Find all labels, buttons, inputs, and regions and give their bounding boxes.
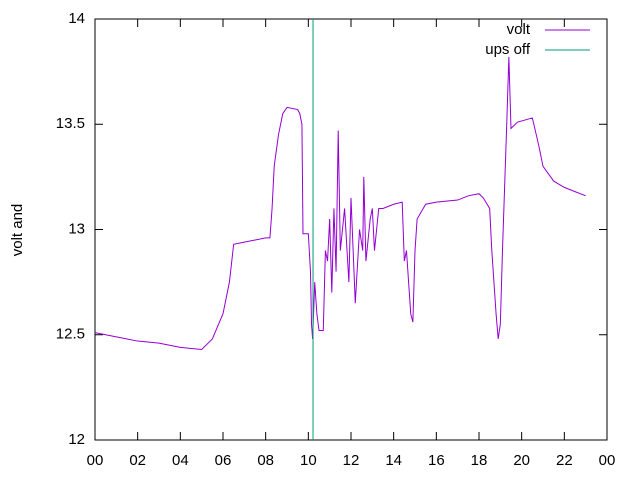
y-tick-label: 14 xyxy=(68,10,85,27)
legend-label: volt xyxy=(507,21,531,38)
x-tick-label: 22 xyxy=(556,452,573,469)
x-tick-label: 14 xyxy=(385,452,402,469)
x-tick-label: 06 xyxy=(215,452,232,469)
plot-frame xyxy=(94,18,608,441)
x-tick-label: 16 xyxy=(428,452,445,469)
legend-label: ups off xyxy=(485,41,531,58)
y-tick-label: 13 xyxy=(68,220,85,237)
y-tick-label: 12 xyxy=(68,431,85,448)
x-tick-label: 10 xyxy=(300,452,317,469)
y-axis-label: volt and xyxy=(9,204,26,257)
x-tick-label: 08 xyxy=(257,452,274,469)
data-line xyxy=(94,56,586,351)
y-tick-label: 13.5 xyxy=(56,115,85,132)
x-tick-label: 12 xyxy=(343,452,360,469)
y-tick-label: 12.5 xyxy=(56,326,85,343)
x-tick-label: 00 xyxy=(599,452,616,469)
x-tick-label: 00 xyxy=(87,452,104,469)
x-tick-label: 04 xyxy=(172,452,189,469)
x-tick-label: 20 xyxy=(513,452,530,469)
x-tick-label: 18 xyxy=(471,452,488,469)
x-tick-label: 02 xyxy=(129,452,146,469)
